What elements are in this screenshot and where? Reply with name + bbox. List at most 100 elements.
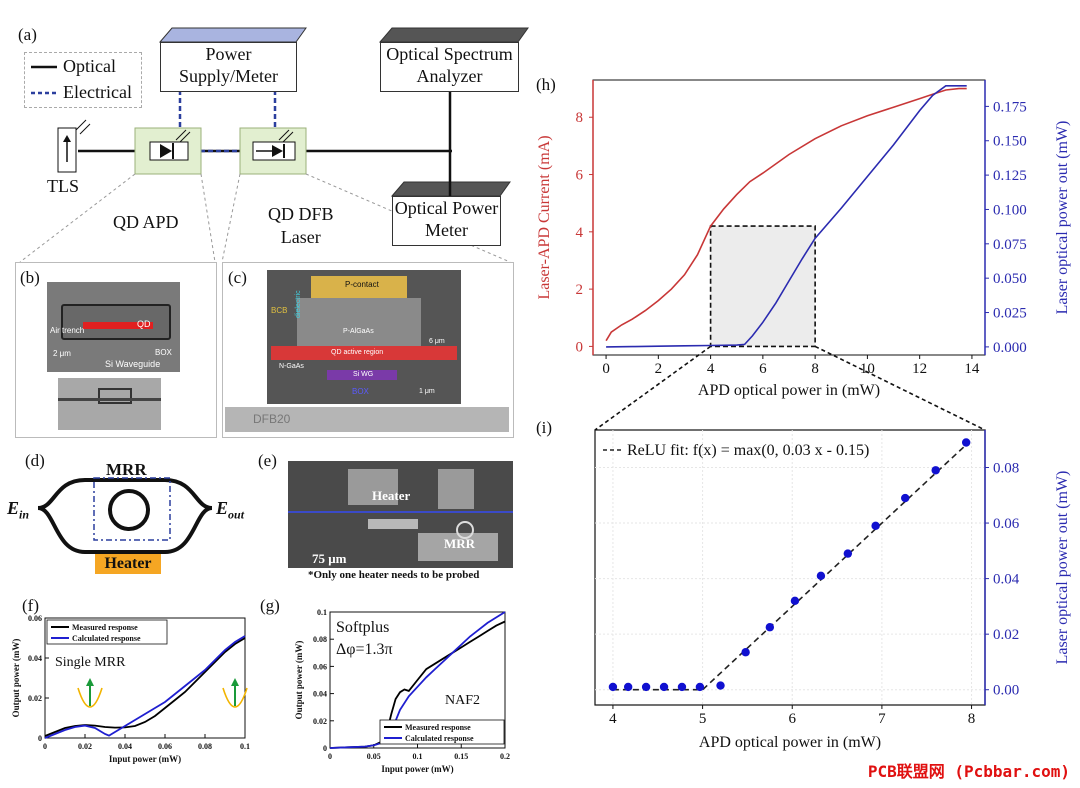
plot-h-series-line bbox=[605, 87, 967, 342]
plot-h-ylabel-left: Laser-APD Current (mA) bbox=[536, 135, 553, 299]
osa-line2: Analyzer bbox=[416, 66, 483, 86]
setup-legend: Optical Electrical bbox=[24, 52, 142, 108]
plot-i-data-point bbox=[871, 521, 880, 531]
ein-main: E bbox=[7, 498, 20, 518]
plot-g-ytick-label: 0 bbox=[323, 744, 327, 753]
plot-i-xtick-label: 8 bbox=[968, 711, 976, 727]
sem-c-bcb: BCB bbox=[271, 306, 288, 315]
plot-i-ytick-label: 0.02 bbox=[993, 627, 1019, 643]
plot-i-data-point bbox=[659, 682, 669, 692]
plot-i-data-point bbox=[695, 682, 705, 692]
micrograph-b bbox=[58, 378, 161, 430]
p-algaas-layer bbox=[297, 298, 421, 346]
plot-i-data-point bbox=[816, 571, 826, 581]
tls-label: TLS bbox=[47, 176, 80, 196]
sem-c-bottom-label: DFB20 bbox=[253, 412, 291, 426]
panel-label-f: (f) bbox=[22, 596, 39, 615]
plot-g-legend-label: Calculated response bbox=[405, 734, 474, 743]
plot-g-xtick-label: 0 bbox=[328, 752, 332, 761]
ein-label: Ein bbox=[7, 498, 29, 523]
watermark-text: PCB联盟网 (Pcbbar.com) bbox=[867, 762, 1070, 781]
plot-h-xtick-label: 0 bbox=[602, 361, 610, 377]
plot-i-data-point bbox=[765, 623, 775, 632]
mrr-schematic bbox=[37, 477, 213, 554]
plot-i-xlabel: APD optical power in (mW) bbox=[699, 734, 881, 751]
plot-i-ytick-label: 0.00 bbox=[993, 683, 1019, 699]
waveguide-line bbox=[58, 398, 161, 401]
si-wg-layer bbox=[327, 370, 397, 380]
plot-h-ytick-left-label: 4 bbox=[576, 225, 584, 241]
panel-label-b: (b) bbox=[20, 268, 40, 287]
plot-h-ytick-right-label: 0.125 bbox=[993, 168, 1027, 184]
pad-3 bbox=[418, 533, 498, 561]
sem-c-scale: 1 μm bbox=[419, 388, 435, 395]
plot-h-xlabel: APD optical power in (mW) bbox=[698, 382, 880, 399]
plot-i-ytick-label: 0.08 bbox=[993, 461, 1019, 477]
plot-i-data-point bbox=[716, 681, 725, 690]
plot-h-ytick-right-label: 0.175 bbox=[993, 99, 1027, 115]
plot-i-xtick-label: 6 bbox=[788, 711, 796, 727]
plot-i-data-point bbox=[608, 682, 618, 692]
legend-lines bbox=[31, 65, 57, 95]
plot-h-ytick-left-label: 8 bbox=[576, 110, 584, 126]
sem-b-si-wg: Si Waveguide bbox=[105, 359, 161, 369]
panel-label-h: (h) bbox=[536, 75, 556, 94]
plot-h-xtick-label: 12 bbox=[912, 361, 927, 377]
plot-i-xtick-label: 4 bbox=[609, 711, 617, 727]
plot-i-data-point bbox=[741, 648, 750, 657]
plot-g-legend-label: Measured response bbox=[405, 723, 471, 732]
sem-c-si-wg: Si WG bbox=[353, 371, 374, 378]
plot-h-ytick-right-label: 0.100 bbox=[993, 202, 1027, 218]
pad-1 bbox=[348, 469, 398, 505]
plot-h-ylabel-right: Laser optical power out (mW) bbox=[1054, 121, 1071, 315]
panel-label-i: (i) bbox=[536, 418, 553, 437]
eout-sub: out bbox=[228, 507, 245, 522]
plot-h-ytick-left-label: 0 bbox=[576, 339, 584, 355]
eout-label: Eout bbox=[216, 498, 244, 523]
arrow-head-icon bbox=[231, 678, 239, 686]
plot-g-annotation-2: Δφ=1.3π bbox=[336, 641, 393, 658]
micrograph-c: DFB20 bbox=[225, 407, 509, 432]
plot-g-legend bbox=[379, 719, 505, 745]
qd-dfb-line2: Laser bbox=[280, 227, 321, 247]
panel-label-d: (d) bbox=[25, 451, 45, 470]
plot-i-data-point bbox=[790, 596, 800, 606]
opm-box: Optical Power Meter bbox=[392, 196, 501, 246]
opm-line2: Meter bbox=[425, 220, 468, 240]
plot-h-xtick-label: 6 bbox=[759, 361, 767, 377]
plot-f-xtick-label: 0.02 bbox=[78, 742, 92, 751]
plot-h-xtick-label: 8 bbox=[811, 361, 819, 377]
plot-i-xtick-label: 7 bbox=[878, 711, 886, 727]
plot-g-ytick-label: 0.08 bbox=[313, 635, 327, 644]
plot-g-series-line bbox=[329, 611, 506, 749]
photo-mrr-label: MRR bbox=[444, 536, 476, 551]
plot-i-data-point bbox=[677, 682, 687, 692]
plot-i-frame bbox=[594, 429, 986, 706]
pad-2 bbox=[438, 469, 474, 509]
sem-c-thickness: 6 μm bbox=[429, 338, 445, 345]
plot-h-ytick-left-label: 6 bbox=[576, 168, 584, 184]
zoom-connector-right bbox=[814, 345, 986, 431]
power-supply-line1: Power bbox=[205, 44, 252, 64]
plot-g-ytick-label: 0.04 bbox=[313, 690, 327, 699]
plot-i-ytick-label: 0.06 bbox=[993, 516, 1020, 532]
plot-h-xtick-label: 14 bbox=[964, 361, 980, 377]
heater-element bbox=[368, 519, 418, 529]
arrow-head-icon bbox=[86, 678, 94, 686]
plot-f-ylabel: Output power (mW) bbox=[11, 639, 21, 718]
device-outline bbox=[98, 388, 132, 404]
mrr-label: MRR bbox=[106, 460, 147, 479]
plot-g-xlabel: Input power (mW) bbox=[381, 764, 453, 774]
sem-c-active: QD active region bbox=[331, 349, 384, 356]
osa-box: Optical Spectrum Analyzer bbox=[380, 42, 519, 92]
qd-stripe bbox=[83, 322, 153, 329]
parabola-icon bbox=[222, 687, 248, 708]
plot-f-series-line bbox=[44, 635, 246, 739]
plot-i-data-point bbox=[901, 493, 910, 503]
mrr-ring bbox=[456, 521, 474, 539]
plot-g-ytick-label: 0.02 bbox=[313, 717, 327, 726]
sem-image-b: QD Air trench 2 μm BOX Si Waveguide bbox=[47, 282, 180, 372]
sem-c-p-algaas: P-AlGaAs bbox=[343, 328, 374, 335]
plot-f-xlabel: Input power (mW) bbox=[109, 754, 181, 764]
